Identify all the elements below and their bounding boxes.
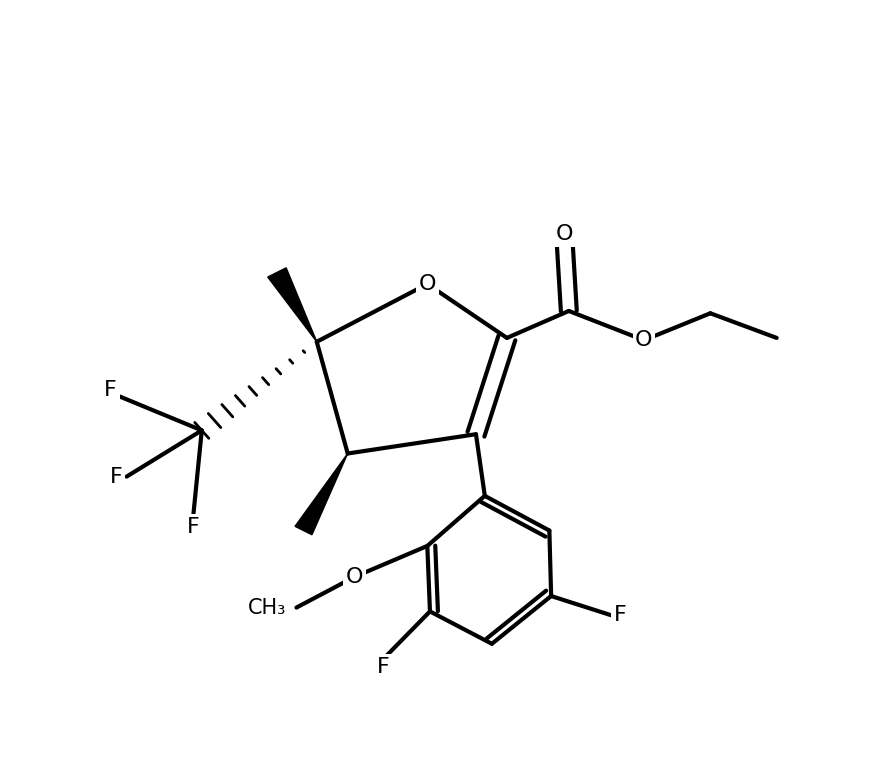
Text: O: O	[418, 274, 436, 294]
Text: O: O	[555, 224, 573, 244]
Text: F: F	[187, 517, 199, 537]
Text: O: O	[635, 331, 652, 350]
Text: F: F	[614, 605, 627, 625]
Text: F: F	[109, 466, 122, 487]
Polygon shape	[295, 453, 348, 535]
Text: F: F	[376, 657, 390, 677]
Text: CH₃: CH₃	[247, 598, 286, 618]
Text: F: F	[104, 379, 117, 400]
Polygon shape	[268, 268, 317, 341]
Text: O: O	[346, 566, 363, 587]
